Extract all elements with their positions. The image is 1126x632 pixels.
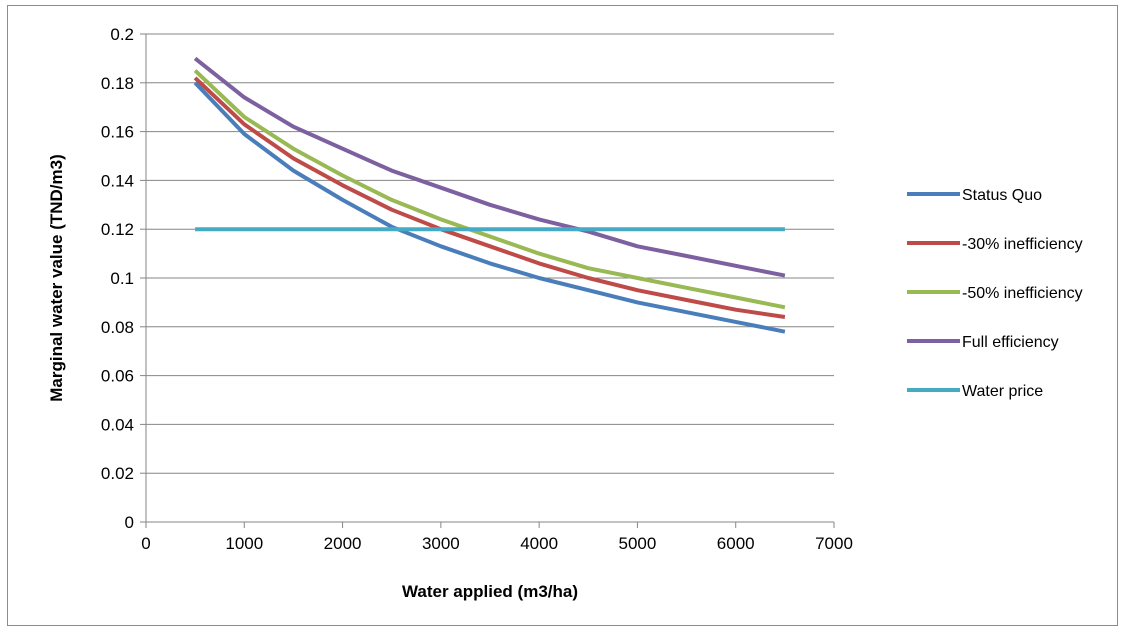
series-line-2 xyxy=(193,69,786,310)
x-tick-label: 3000 xyxy=(422,534,460,553)
x-tick-label: 0 xyxy=(141,534,150,553)
legend-label: Status Quo xyxy=(962,187,1042,204)
y-tick-label: 0.1 xyxy=(110,269,134,288)
legend-label: Full efficiency xyxy=(962,334,1059,351)
series-line-1 xyxy=(193,76,786,319)
legend-label: -30% inefficiency xyxy=(962,236,1083,253)
series-line-0 xyxy=(193,81,786,334)
x-tick-label: 7000 xyxy=(815,534,853,553)
y-axis-ticks: 0 0.02 0.04 0.06 0.08 0.1 0.12 0.14 0.16 0.18 0.2 xyxy=(101,25,146,532)
y-tick-label: 0.12 xyxy=(101,220,134,239)
x-axis-ticks: 0 1000 2000 3000 4000 5000 6000 7000 xyxy=(141,522,853,553)
y-tick-label: 0.08 xyxy=(101,318,134,337)
x-axis-title: Water applied (m3/ha) xyxy=(402,582,578,601)
y-tick-label: 0.06 xyxy=(101,367,134,386)
series-line-3 xyxy=(193,56,786,278)
legend-label: -50% inefficiency xyxy=(962,285,1083,302)
x-tick-label: 5000 xyxy=(619,534,657,553)
x-tick-label: 6000 xyxy=(717,534,755,553)
y-tick-label: 0.18 xyxy=(101,74,134,93)
y-axis-title: Marginal water value (TND/m3) xyxy=(47,154,66,402)
legend: Status Quo -30% inefficiency -50% ineffici… xyxy=(907,187,1083,400)
y-tick-label: 0.02 xyxy=(101,464,134,483)
legend-label: Water price xyxy=(962,383,1043,400)
y-tick-label: 0.2 xyxy=(110,25,134,44)
x-tick-label: 2000 xyxy=(324,534,362,553)
x-tick-label: 1000 xyxy=(225,534,263,553)
y-tick-label: 0.14 xyxy=(101,171,134,190)
x-tick-label: 4000 xyxy=(520,534,558,553)
series-lines xyxy=(193,56,786,334)
y-tick-label: 0.16 xyxy=(101,123,134,142)
y-tick-label: 0 xyxy=(125,513,134,532)
y-tick-label: 0.04 xyxy=(101,415,134,434)
